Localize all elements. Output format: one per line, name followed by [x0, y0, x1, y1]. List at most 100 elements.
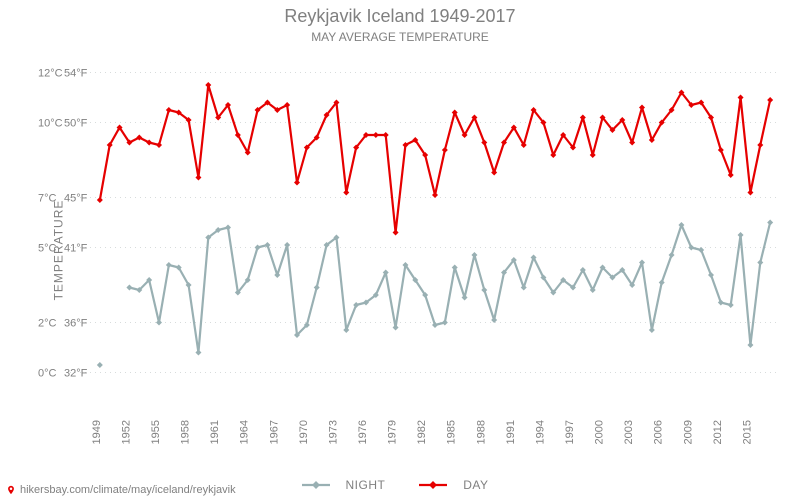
series-marker: [491, 317, 497, 323]
series-marker: [481, 140, 487, 146]
ytick-c: 12°C: [38, 68, 63, 80]
series-marker: [718, 300, 724, 306]
series-marker: [738, 95, 744, 101]
chart-area: 0°C32°F2°C36°F5°C41°F7°C45°F10°C50°F12°C…: [90, 60, 780, 410]
series-line: [100, 85, 770, 233]
ytick-f: 36°F: [64, 318, 88, 330]
series-marker: [383, 132, 389, 138]
xtick: 1982: [416, 420, 428, 444]
ytick-f: 54°F: [64, 68, 88, 80]
series-marker: [255, 245, 261, 251]
xtick: 1958: [180, 420, 192, 444]
series-marker: [728, 302, 734, 308]
page-title: Reykjavik Iceland 1949-2017: [0, 6, 800, 27]
xtick: 1967: [268, 420, 280, 444]
xtick: 2006: [653, 420, 665, 444]
series-marker: [718, 147, 724, 153]
source-text: hikersbay.com/climate/may/iceland/reykja…: [20, 484, 236, 496]
series-marker: [757, 260, 763, 266]
legend-item-night: NIGHT: [302, 478, 396, 492]
series-marker: [491, 170, 497, 176]
xtick: 1952: [120, 420, 132, 444]
series-marker: [205, 82, 211, 88]
xtick: 1961: [209, 420, 221, 444]
legend-marker-day: [419, 479, 447, 491]
series-marker: [195, 350, 201, 356]
series-marker: [757, 142, 763, 148]
ytick-f: 50°F: [64, 118, 88, 130]
xtick: 1994: [534, 420, 546, 444]
series-marker: [195, 175, 201, 181]
ytick-f: 32°F: [64, 368, 88, 380]
series-marker: [462, 295, 468, 301]
xtick: 1949: [91, 420, 103, 444]
chart-svg: 0°C32°F2°C36°F5°C41°F7°C45°F10°C50°F12°C…: [90, 60, 780, 410]
series-marker: [432, 322, 438, 328]
xtick: 1991: [505, 420, 517, 444]
xtick: 1955: [150, 420, 162, 444]
series-marker: [728, 172, 734, 178]
series-marker: [432, 192, 438, 198]
xtick: 1964: [239, 420, 251, 444]
series-marker: [156, 320, 162, 326]
ytick-c: 5°C: [38, 243, 57, 255]
xtick: 2000: [594, 420, 606, 444]
xtick: 1985: [446, 420, 458, 444]
series-marker: [166, 262, 172, 268]
series-marker: [353, 302, 359, 308]
xtick: 1988: [475, 420, 487, 444]
series-marker: [442, 320, 448, 326]
location-pin-icon: [6, 485, 16, 495]
series-marker: [126, 285, 132, 291]
xtick: 1979: [387, 420, 399, 444]
series-marker: [471, 252, 477, 258]
series-marker: [659, 280, 665, 286]
xtick: 2012: [712, 420, 724, 444]
series-marker: [314, 285, 320, 291]
series-marker: [669, 252, 675, 258]
series-marker: [521, 285, 527, 291]
xtick: 1997: [564, 420, 576, 444]
series-marker: [708, 272, 714, 278]
ytick-c: 10°C: [38, 118, 63, 130]
series-marker: [225, 225, 231, 231]
series-marker: [294, 180, 300, 186]
series-marker: [156, 142, 162, 148]
series-marker: [343, 190, 349, 196]
series-marker: [393, 230, 399, 236]
series-marker: [373, 132, 379, 138]
series-marker: [639, 105, 645, 111]
series-line: [129, 223, 770, 353]
series-marker: [343, 327, 349, 333]
ytick-f: 41°F: [64, 243, 88, 255]
xtick: 2003: [623, 420, 635, 444]
legend-label-night: NIGHT: [346, 478, 386, 492]
series-marker: [97, 362, 103, 368]
series-marker: [97, 197, 103, 203]
series-marker: [166, 107, 172, 113]
ytick-c: 2°C: [38, 318, 57, 330]
series-marker: [738, 232, 744, 238]
series-marker: [393, 325, 399, 331]
series-marker: [452, 265, 458, 271]
xtick: 1976: [357, 420, 369, 444]
xtick: 2015: [741, 420, 753, 444]
series-marker: [747, 342, 753, 348]
chart-subtitle: MAY AVERAGE TEMPERATURE: [0, 30, 800, 44]
ytick-c: 7°C: [38, 193, 57, 205]
source-link[interactable]: hikersbay.com/climate/may/iceland/reykja…: [6, 484, 236, 496]
legend-marker-night: [302, 479, 330, 491]
series-marker: [767, 97, 773, 103]
series-marker: [698, 247, 704, 253]
series-marker: [590, 152, 596, 158]
series-marker: [747, 190, 753, 196]
legend-label-day: DAY: [463, 478, 488, 492]
xtick: 2009: [682, 420, 694, 444]
series-marker: [442, 147, 448, 153]
xtick: 1973: [327, 420, 339, 444]
xtick: 1970: [298, 420, 310, 444]
series-marker: [580, 115, 586, 121]
legend-item-day: DAY: [419, 478, 498, 492]
series-marker: [767, 220, 773, 226]
series-marker: [649, 327, 655, 333]
